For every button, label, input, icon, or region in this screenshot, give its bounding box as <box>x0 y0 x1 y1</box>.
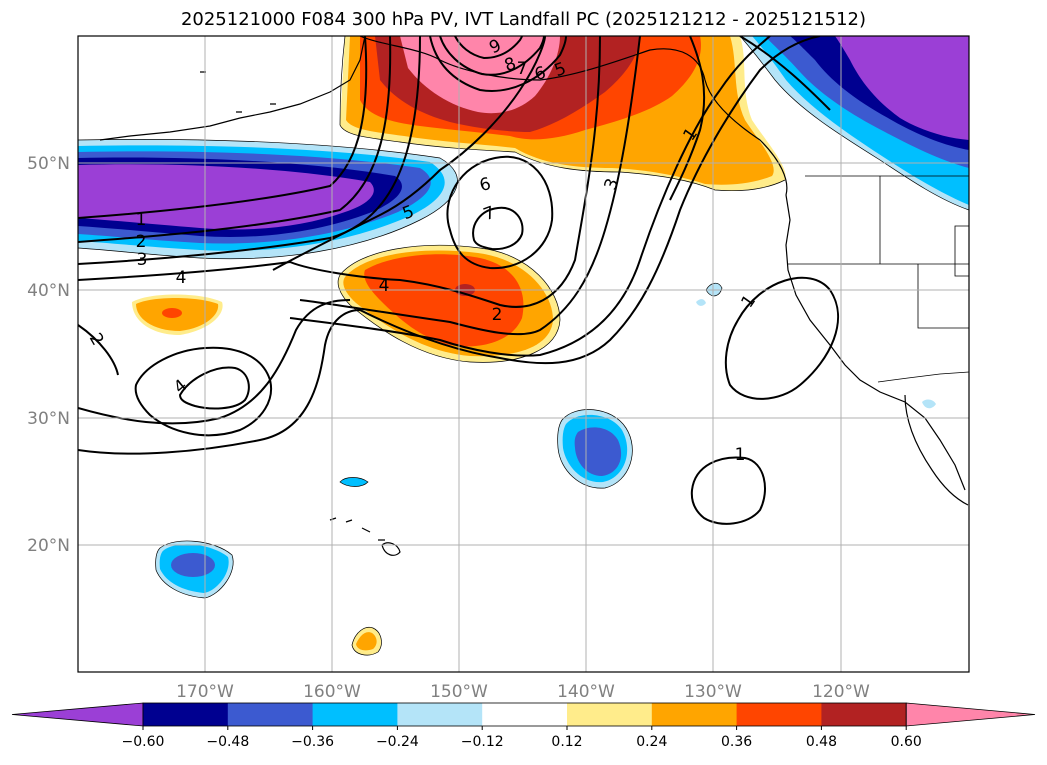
graticule <box>78 36 969 672</box>
coastlines <box>99 36 969 556</box>
negative-anomaly-blob-southwest <box>155 540 234 598</box>
positive-anomaly-spot-south <box>352 627 382 656</box>
colorbar-bin <box>736 703 822 726</box>
colorbar-extend-low <box>11 702 144 727</box>
map-title: 2025121000 F084 300 hPa PV, IVT Landfall… <box>180 9 867 30</box>
negative-anomaly-spot <box>340 477 368 487</box>
colorbar-tick-label: 0.12 <box>551 734 582 750</box>
latitude-labels: 50°N 40°N 30°N 20°N <box>27 154 70 556</box>
colorbar-bin <box>821 703 907 726</box>
negative-anomaly-spot <box>922 399 936 409</box>
positive-anomaly-area-west <box>132 294 223 335</box>
colorbar-bin <box>312 703 398 726</box>
colorbar-tick-label: −0.48 <box>206 734 249 750</box>
colorbar-tick-label: −0.24 <box>376 734 419 750</box>
longitude-label: 120°W <box>812 682 870 702</box>
latitude-label: 30°N <box>27 409 70 429</box>
latitude-label: 20°N <box>27 536 70 556</box>
contour-label: 6 <box>477 174 493 196</box>
colorbar-bin <box>482 703 568 726</box>
colorbar-tick-label: 0.36 <box>721 734 752 750</box>
map-border <box>77 35 970 673</box>
political-borders <box>788 175 969 383</box>
negative-anomaly-band-west <box>78 139 458 259</box>
longitude-label: 140°W <box>557 682 615 702</box>
colorbar-extend-high <box>905 702 1036 727</box>
longitude-label: 130°W <box>684 682 742 702</box>
contour-label: 2 <box>492 305 503 325</box>
colorbar-tick-label: −0.12 <box>461 734 504 750</box>
longitude-label: 170°W <box>176 682 234 702</box>
pv-contours <box>78 36 840 525</box>
contour-label: 1 <box>735 445 746 465</box>
contour-label: 3 <box>137 250 148 270</box>
colorbar-bin <box>143 703 229 726</box>
colorbar-tick-label: 0.48 <box>806 734 837 750</box>
colorbar-tick-label: 0.60 <box>891 734 922 750</box>
contour-label: 4 <box>176 268 187 288</box>
colorbar-frame <box>142 702 907 727</box>
contour-label: 4 <box>379 276 390 296</box>
longitude-label: 150°W <box>430 682 488 702</box>
longitude-labels: 170°W 160°W 150°W 140°W 130°W 120°W <box>176 682 870 702</box>
latitude-label: 50°N <box>27 154 70 174</box>
contour-label: 2 <box>136 232 147 252</box>
contour-label: 1 <box>136 210 147 230</box>
longitude-label: 160°W <box>303 682 361 702</box>
negative-anomaly-spot <box>696 299 706 306</box>
contour-label: 7 <box>517 59 528 79</box>
colorbar-tick-label: −0.60 <box>122 734 165 750</box>
latitude-label: 40°N <box>27 281 70 301</box>
contour-label: 6 <box>532 63 548 85</box>
colorbar: −0.60 −0.48 −0.36 −0.24 −0.12 0.12 0.24 0.36 0.4… <box>11 702 1036 750</box>
colorbar-bin <box>651 703 738 726</box>
colorbar-tick-label: 0.24 <box>636 734 667 750</box>
colorbar-tick-label: −0.36 <box>291 734 334 750</box>
colorbar-bin <box>397 703 483 726</box>
colorbar-bin <box>567 703 653 726</box>
colorbar-bin <box>227 703 314 726</box>
